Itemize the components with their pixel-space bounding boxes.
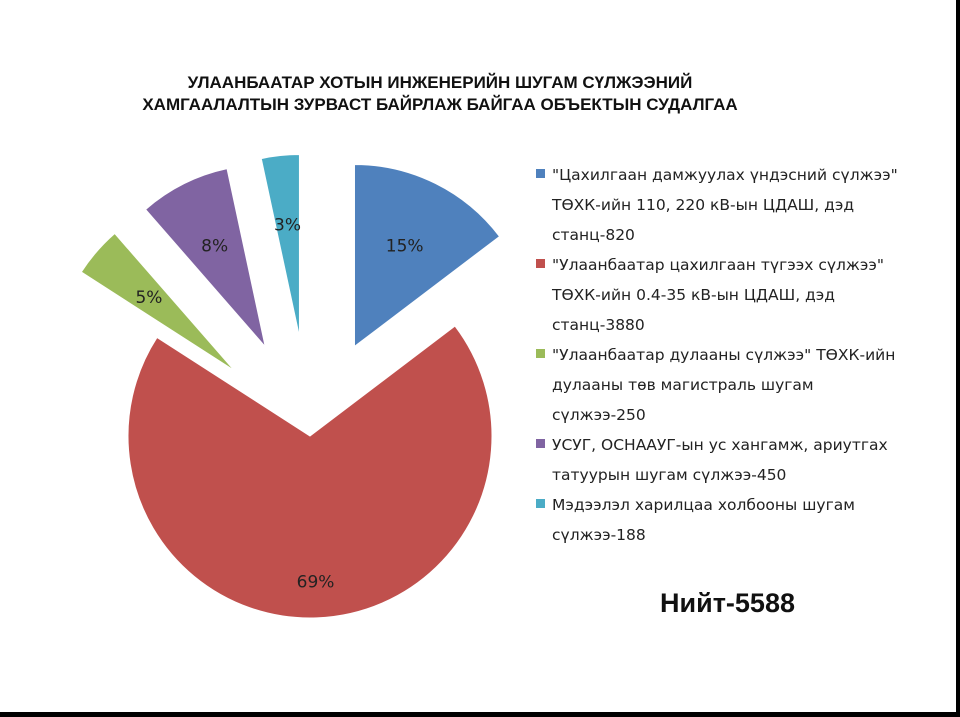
slice-percent-label: 5% [135,288,162,308]
pie-slice [353,163,501,348]
slice-percent-label: 69% [297,572,335,592]
chart-legend: "Цахилгаан дамжуулах үндэсний сүлжээ" ТӨ… [536,160,906,550]
pie-slice [127,325,493,619]
legend-swatch [536,349,545,358]
pie-slice [80,232,235,372]
legend-item: "Улаанбаатар дулааны сүлжээ" ТӨХК-ийн ду… [536,340,906,430]
chart-title: УЛААНБААТАР ХОТЫН ИНЖЕНЕРИЙН ШУГАМ СҮЛЖЭ… [120,72,760,116]
legend-item: УСУГ, ОСНААУГ-ын ус хангамж, ариутгах та… [536,430,906,490]
legend-label: "Улаанбаатар дулааны сүлжээ" ТӨХК-ийн ду… [552,346,896,424]
pie-slice [144,168,267,349]
legend-label: "Улаанбаатар цахилгаан түгээх сүлжээ" ТӨ… [552,256,885,334]
legend-label: Мэдээлэл харилцаа холбооны шугам сүлжээ-… [552,496,855,544]
chart-title-line-1: УЛААНБААТАР ХОТЫН ИНЖЕНЕРИЙН ШУГАМ СҮЛЖЭ… [187,73,693,92]
legend-swatch [536,259,545,268]
slice-percent-label: 3% [274,215,301,235]
pie-slice [260,154,300,337]
legend-label: УСУГ, ОСНААУГ-ын ус хангамж, ариутгах та… [552,436,888,484]
chart-title-line-2: ХАМГААЛАЛТЫН ЗУРВАСТ БАЙРЛАЖ БАЙГАА ОБЪЕ… [142,95,738,114]
legend-swatch [536,169,545,178]
legend-swatch [536,499,545,508]
slice-percent-label: 15% [386,236,424,256]
legend-item: Мэдээлэл харилцаа холбооны шугам сүлжээ-… [536,490,906,550]
total-label: Нийт-5588 [660,588,795,618]
legend-item: "Улаанбаатар цахилгаан түгээх сүлжээ" ТӨ… [536,250,906,340]
legend-swatch [536,439,545,448]
legend-label: "Цахилгаан дамжуулах үндэсний сүлжээ" ТӨ… [552,166,898,244]
slice-percent-label: 8% [201,237,228,257]
legend-item: "Цахилгаан дамжуулах үндэсний сүлжээ" ТӨ… [536,160,906,250]
